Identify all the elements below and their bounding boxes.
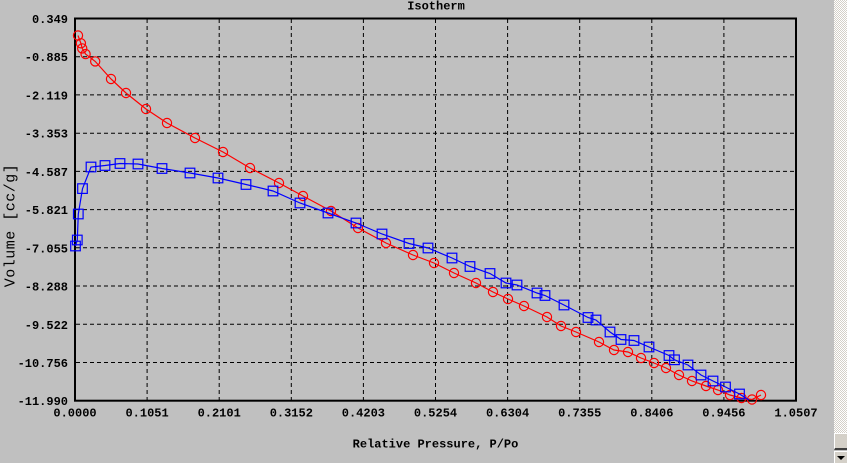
svg-text:-4.587: -4.587 bbox=[25, 166, 68, 180]
svg-text:-3.353: -3.353 bbox=[25, 128, 68, 142]
svg-text:0.3152: 0.3152 bbox=[270, 407, 313, 421]
svg-text:0.1051: 0.1051 bbox=[125, 407, 168, 421]
svg-text:-2.119: -2.119 bbox=[25, 89, 68, 103]
svg-text:-10.756: -10.756 bbox=[18, 357, 68, 371]
svg-text:0.349: 0.349 bbox=[32, 13, 68, 27]
svg-text:1.0507: 1.0507 bbox=[774, 407, 817, 421]
svg-text:-11.990: -11.990 bbox=[18, 395, 68, 409]
svg-text:Isotherm: Isotherm bbox=[407, 0, 465, 14]
svg-text:-8.288: -8.288 bbox=[25, 281, 68, 295]
svg-text:0.8406: 0.8406 bbox=[630, 407, 673, 421]
svg-text:0.9456: 0.9456 bbox=[702, 407, 745, 421]
svg-text:0.0000: 0.0000 bbox=[53, 407, 96, 421]
svg-text:0.7355: 0.7355 bbox=[558, 407, 601, 421]
svg-text:0.2101: 0.2101 bbox=[198, 407, 241, 421]
svg-text:-9.522: -9.522 bbox=[25, 319, 68, 333]
svg-text:-7.055: -7.055 bbox=[25, 242, 68, 256]
svg-text:0.5254: 0.5254 bbox=[414, 407, 457, 421]
svg-text:0.6304: 0.6304 bbox=[486, 407, 529, 421]
svg-text:Volume [cc/g]: Volume [cc/g] bbox=[3, 164, 20, 288]
svg-text:-5.821: -5.821 bbox=[25, 204, 68, 218]
svg-text:Relative Pressure, P/Po: Relative Pressure, P/Po bbox=[353, 438, 519, 452]
svg-text:-0.885: -0.885 bbox=[25, 51, 68, 65]
svg-text:0.4203: 0.4203 bbox=[342, 407, 385, 421]
